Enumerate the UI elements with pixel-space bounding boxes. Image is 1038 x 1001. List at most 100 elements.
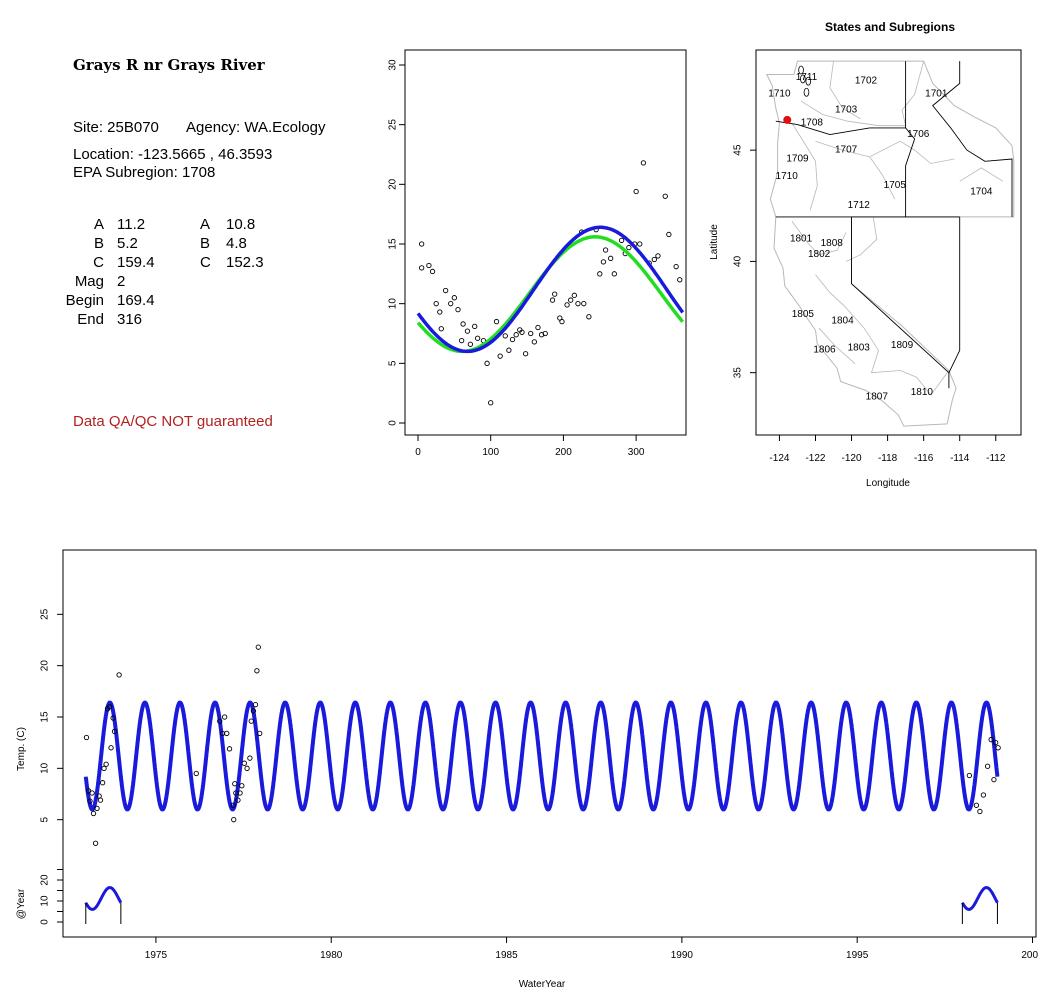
subregion-boundary [791,221,847,256]
param2-value-b: 4.8 [226,235,247,252]
param-label-begin: Begin [65,292,104,309]
seasonal-data-point [611,271,617,277]
timeseries-data-point [101,765,107,771]
seasonal-y-tick-label: 10 [388,298,399,310]
subregion-label: 1703 [835,104,858,115]
param2-value-c: 152.3 [226,254,264,271]
timeseries-data-point [241,760,247,766]
param2-label-b: B [200,235,211,252]
seasonal-data-point [581,301,587,307]
seasonal-data-point [438,326,444,332]
timeseries-data-point [106,704,113,710]
subregion-map-chart: States and Subregions -124 -122 -120 -118 -1… [709,20,1022,489]
subregion-boundary [959,167,1004,182]
subregion-label: 1704 [970,187,993,198]
param2-value-a: 10.8 [226,216,256,233]
seasonal-data-point [451,295,458,301]
param-value-b: 5.2 [117,235,138,252]
timeseries-data-point [217,718,223,724]
seasonal-data-point [568,297,574,303]
timeseries-data-point [97,797,104,803]
map-x-tick-label: -124 [769,453,789,464]
subregion-label: 1803 [848,342,871,353]
seasonal-data-point [506,347,512,353]
region-outline [766,60,1015,427]
seasonal-data-point [626,244,632,251]
map-x-tick-label: -112 [986,453,1006,464]
subregion-label: 1712 [848,200,871,211]
timeseries-data-point [116,672,122,678]
seasonal-data-point [502,333,508,339]
timeseries-data-point [92,840,99,846]
seasonal-data-point [493,318,500,325]
timeseries-data-point [89,790,95,796]
subregion-label: 1804 [831,316,854,327]
param-label-end: End [77,311,104,328]
timeseries-xlabel: WaterYear [519,979,566,990]
year-fit-curve [84,886,123,911]
timeseries-y-tick-label: 25 [40,608,51,620]
timeseries-data-point [99,780,106,786]
island-shape [800,74,806,84]
timeseries-y-tick-label: 20 [40,660,51,672]
param-label-c: C [93,254,104,271]
seasonal-data-point [455,306,461,313]
timeseries-x-tick-label: 1975 [145,950,168,961]
subregion-boundary [800,100,906,127]
seasonal-data-point [429,268,436,275]
year-y-tick-label: 0 [40,919,51,925]
timeseries-data-point [83,734,90,741]
timeseries-chart: 197519801985199019952000510152025 01020 … [16,549,1038,990]
seasonal-data-point [484,360,490,366]
timeseries-data-point [108,745,114,751]
map-plot-frame [755,49,1022,436]
subregion-label: 1809 [891,340,914,351]
map-x-tick-label: -114 [950,453,970,464]
timeseries-y-tick-label: 15 [40,711,51,723]
subregion-label: 1801 [790,233,813,244]
param-value-c: 159.4 [117,254,155,271]
seasonal-fit-curve-main [416,225,685,354]
seasonal-plot-frame [404,49,687,436]
subregion-boundary [818,327,856,365]
param-value-end: 316 [117,311,143,328]
subregion-label: 1808 [821,238,844,249]
seasonal-y-tick-label: 20 [388,178,399,190]
timeseries-data-point [995,745,1001,751]
timeseries-data-point [252,702,259,708]
timeseries-data-point [224,730,230,737]
subregion-boundary [869,140,955,164]
param2-label-c: C [200,254,211,271]
seasonal-data-point [655,253,661,259]
seasonal-data-point [633,188,639,195]
seasonal-data-point [509,336,516,343]
timeseries-data-point [993,740,999,746]
seasonal-data-point [418,265,425,271]
year-y-tick-label: 10 [40,895,51,907]
seasonal-data-point [448,301,454,307]
subregion-label: 1707 [835,144,858,155]
seasonal-data-point [488,400,494,406]
timeseries-data-point [103,761,109,767]
seasonal-data-point [651,256,657,263]
seasonal-data-point [418,241,425,247]
seasonal-data-point [458,338,465,344]
map-y-tick-label: 40 [733,255,744,267]
param-value-begin: 169.4 [117,292,155,309]
subregion-label: 1805 [792,309,815,320]
seasonal-data-point [600,259,607,265]
seasonal-data-point [497,353,503,359]
timeseries-data-point [973,802,980,808]
seasonal-y-tick-label: 15 [388,238,399,250]
subregion-label: 1701 [925,89,948,100]
param-value-a: 11.2 [117,216,146,233]
island-shape [798,65,804,75]
qa-disclaimer: Data QA/QC NOT guaranteed [73,413,273,430]
subregion-label: 1711 [796,72,818,83]
map-y-tick-label: 45 [733,144,744,156]
seasonal-scatter-chart: 0 100 200 300 0 5 10 15 20 25 30 [388,49,687,458]
seasonal-data-point [575,301,581,307]
seasonal-data-point [677,277,683,283]
state-border [948,216,961,373]
